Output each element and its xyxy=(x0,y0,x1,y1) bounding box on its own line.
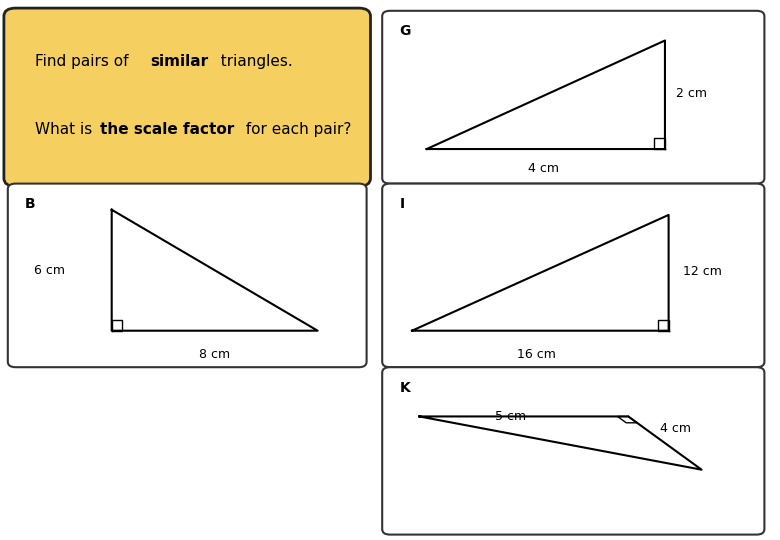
Text: I: I xyxy=(399,197,405,211)
Text: similar: similar xyxy=(151,54,209,69)
FancyBboxPatch shape xyxy=(382,11,764,184)
Text: B: B xyxy=(25,197,36,211)
Text: 5 cm: 5 cm xyxy=(495,410,526,423)
FancyBboxPatch shape xyxy=(4,8,370,186)
Text: K: K xyxy=(399,381,410,395)
Text: Find pairs of: Find pairs of xyxy=(35,54,133,69)
Text: 6 cm: 6 cm xyxy=(34,264,66,276)
Text: 8 cm: 8 cm xyxy=(199,348,230,361)
FancyBboxPatch shape xyxy=(382,184,764,367)
FancyBboxPatch shape xyxy=(382,367,764,535)
Text: What is: What is xyxy=(35,122,98,137)
Text: triangles.: triangles. xyxy=(211,54,292,69)
Text: 4 cm: 4 cm xyxy=(529,162,559,175)
FancyBboxPatch shape xyxy=(8,184,367,367)
Text: 2 cm: 2 cm xyxy=(676,87,707,100)
Text: 16 cm: 16 cm xyxy=(517,348,556,361)
Text: G: G xyxy=(399,24,411,38)
Text: the scale factor: the scale factor xyxy=(100,122,234,137)
Text: for each pair?: for each pair? xyxy=(236,122,352,137)
Text: 12 cm: 12 cm xyxy=(683,266,722,279)
Text: 4 cm: 4 cm xyxy=(661,422,691,435)
